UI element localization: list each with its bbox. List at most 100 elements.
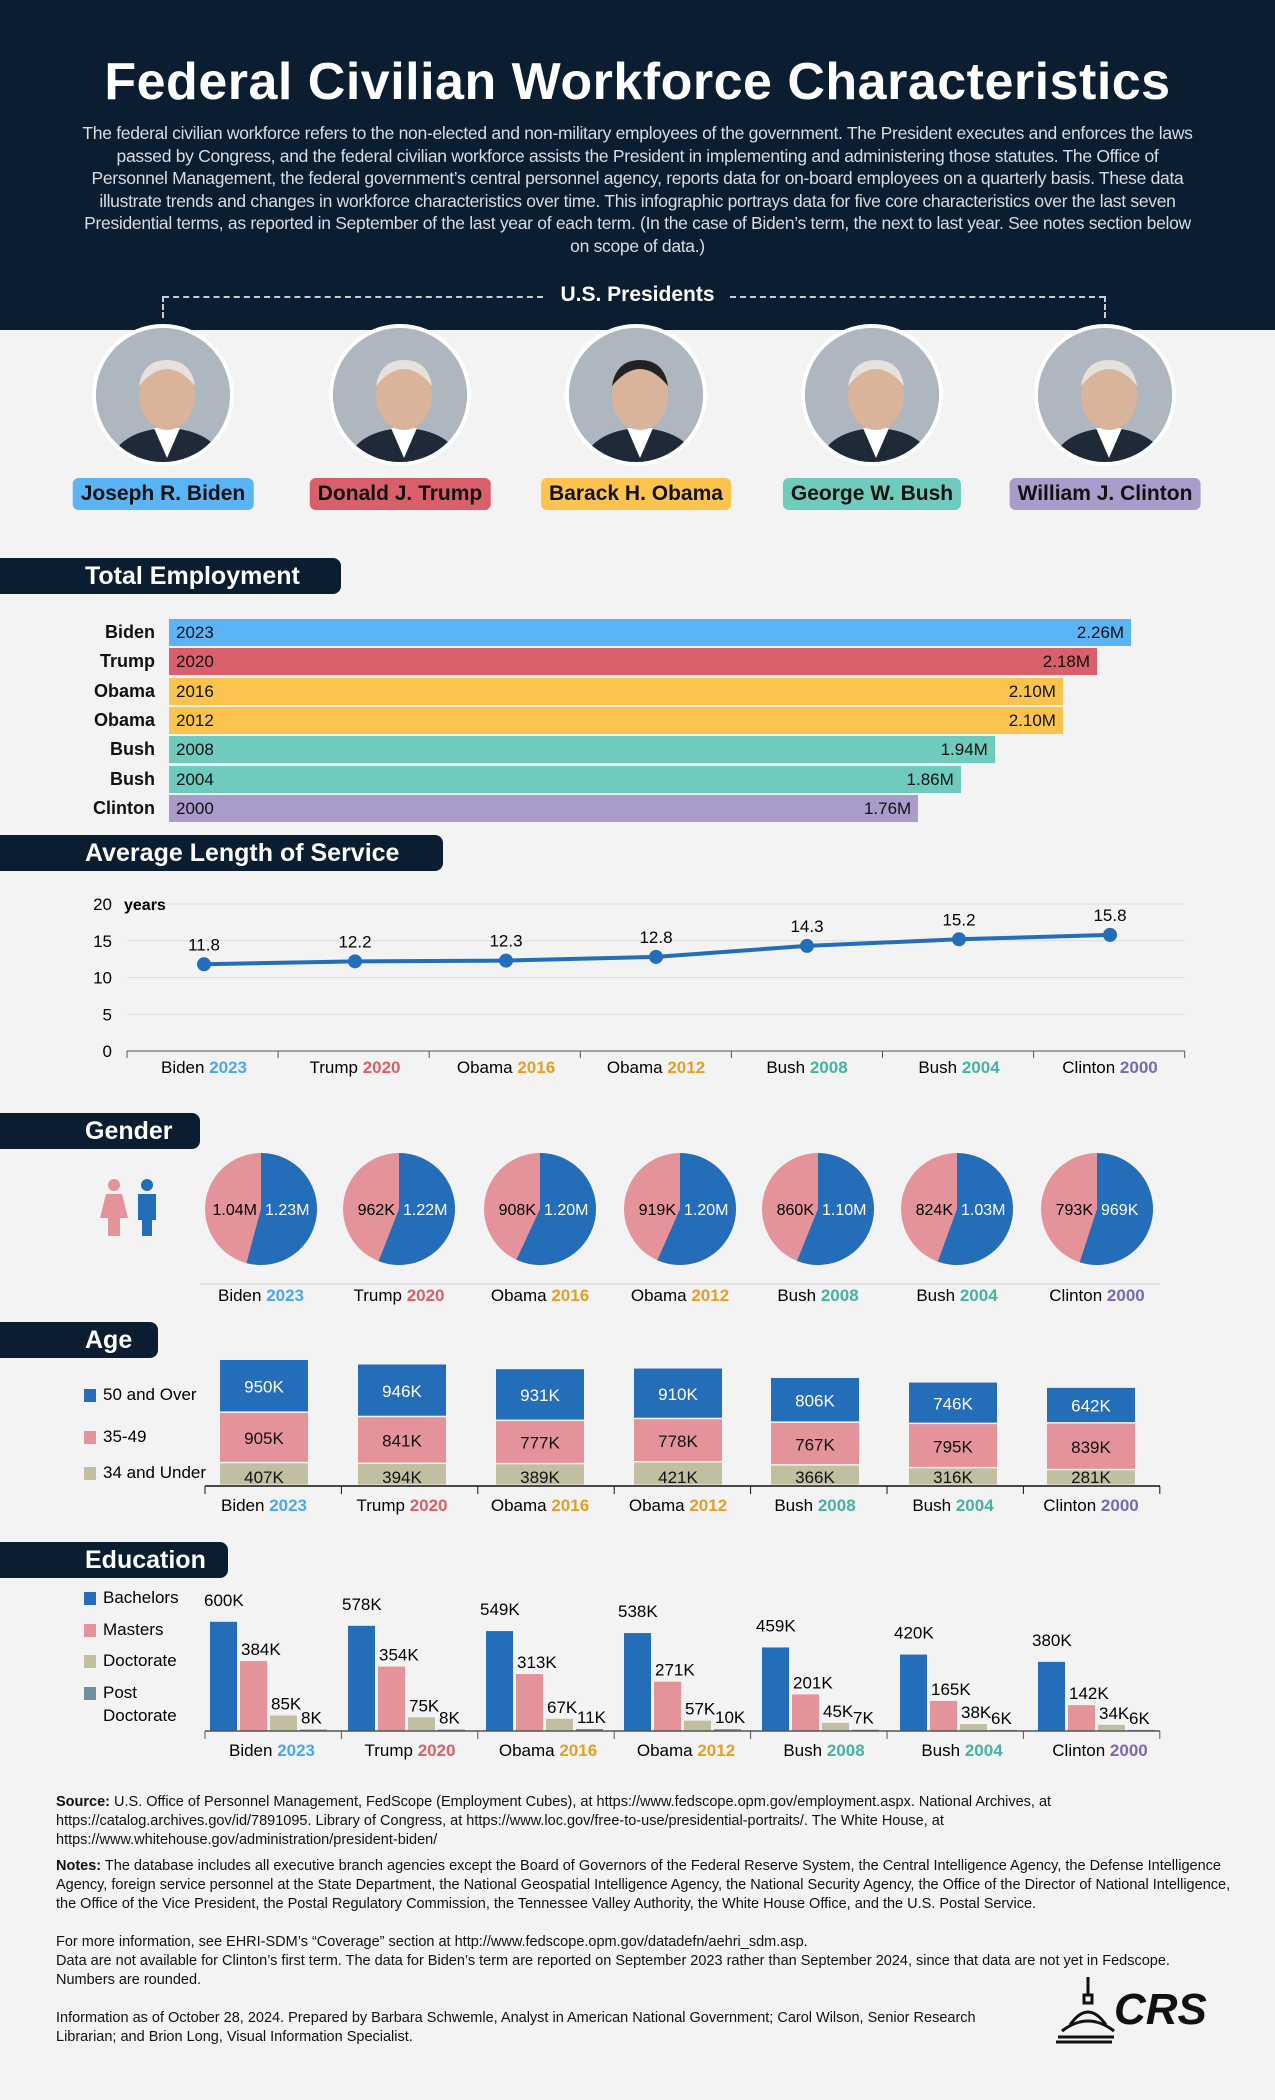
bar-value-label: 313K [517,1653,557,1672]
president-portrait [329,324,471,466]
category-label: Bush 2004 [916,1286,998,1305]
education-bar [624,1633,651,1731]
category-year: 2004 [960,1286,998,1305]
category-year: 2016 [551,1496,589,1515]
intro-paragraph: The federal civilian workforce refers to… [82,123,1193,256]
category-year: 2016 [551,1286,589,1305]
category-president: Bush [766,1058,809,1077]
education-chart: Bachelors Masters Doctorate Post Doctorate 60… [84,1588,1161,1760]
data-label: 12.2 [338,932,371,951]
category-president: Trump [353,1286,406,1305]
category-label: Clinton 2000 [1052,1741,1147,1760]
education-bar [516,1674,543,1731]
row-label-president: Clinton [93,798,155,818]
bar-value-label: 201K [793,1673,833,1692]
category-president: Obama [499,1741,559,1760]
data-label: 15.8 [1093,906,1126,925]
age-bar-segment [358,1364,446,1416]
bar-value-label: 271K [655,1661,695,1680]
pie-label-male: 1.10M [822,1202,866,1219]
category-label: Trump 2020 [364,1741,455,1760]
row-label-president: Obama [93,710,155,730]
category-president: Obama [631,1286,691,1305]
category-year: 2004 [956,1496,994,1515]
pie-slice-male [516,1153,597,1265]
data-point [499,953,513,968]
employment-bar: 2016 2.10M [169,678,1063,705]
category-president: Clinton [1043,1496,1101,1515]
legend-label: 34 and Under [103,1463,206,1482]
category-president: Biden [229,1741,277,1760]
legend-label: 35-49 [103,1427,146,1446]
category-label: Obama 2012 [607,1058,705,1077]
bar-year: 2000 [176,799,214,818]
pie-label-female: 1.04M [213,1202,257,1219]
data-point [348,954,362,969]
category-label: Obama 2016 [457,1058,555,1077]
pie-label-male: 1.03M [961,1202,1005,1219]
category-president: Trump [364,1741,417,1760]
category-president: Clinton [1062,1058,1120,1077]
age-chart: 50 and Over 35-49 34 and Under 407K 905K 950K… [84,1360,1161,1515]
data-point [1103,927,1117,942]
bar-year: 2020 [176,652,214,671]
education-bar [576,1728,603,1731]
category-label: Bush 2004 [912,1496,994,1515]
age-bar-segment [220,1360,308,1412]
pie-label-female: 824K [916,1202,954,1219]
education-bar [408,1717,435,1731]
bar-value-label: 354K [379,1646,419,1665]
president-portrait [801,324,943,466]
more-info: For more information, see EHRI-SDM’s “Co… [56,1934,808,1950]
section-title-total-employment: Total Employment [0,558,341,594]
male-icon-body [138,1194,156,1236]
bar-value-label: 75K [409,1696,440,1715]
education-bar [1068,1705,1095,1731]
category-president: Obama [491,1286,551,1305]
dashed-connector [730,296,1105,298]
bar-value-label: 8K [301,1709,322,1728]
education-bar [684,1720,711,1731]
dashed-connector [1104,296,1106,318]
dashed-connector [163,296,543,298]
category-label: Biden 2023 [161,1058,247,1077]
data-label: 12.8 [639,928,672,947]
segment-label: 905K [244,1429,284,1448]
category-label: Biden 2023 [218,1286,304,1305]
bar-value-label: 34K [1099,1704,1130,1723]
bar-value-label: 420K [894,1624,934,1643]
bar-value-label: 549K [480,1600,520,1619]
pie-label-male: 1.22M [403,1202,447,1219]
bar-value-label: 2.10M [1008,711,1056,730]
age-bar-segment [1047,1387,1135,1423]
category-label: Bush 2004 [921,1741,1003,1760]
category-label: Trump 2020 [309,1058,400,1077]
employment-bar: 2008 1.94M [169,736,995,763]
employment-bar: 2004 1.86M [169,766,961,793]
portrait-image [96,328,230,462]
category-label: Biden 2023 [229,1741,315,1760]
row-label-president: Bush [110,769,155,789]
data-label: 15.2 [942,910,975,929]
bar-value-label: 8K [439,1709,460,1728]
y-tick-label: 10 [93,969,112,988]
source-note: Source: U.S. Office of Personnel Managem… [56,1793,1226,1850]
category-year: 2016 [559,1741,597,1760]
employment-bar: 2012 2.10M [169,707,1063,734]
legend-label: Masters [103,1620,163,1639]
segment-label: 746K [933,1394,973,1413]
category-president: Clinton [1052,1741,1110,1760]
category-year: 2000 [1110,1741,1148,1760]
age-bar-segment [1047,1470,1135,1485]
bar-value-label: 67K [547,1698,578,1717]
education-bar [486,1631,513,1731]
bar-value-label: 57K [685,1700,716,1719]
pie-label-male: 969K [1101,1202,1139,1219]
crs-logo: CRS [1048,1975,1223,2045]
category-year: 2004 [965,1741,1003,1760]
segment-label: 806K [795,1391,835,1410]
education-bar [822,1722,849,1731]
category-president: Obama [457,1058,517,1077]
bar-value-label: 2.18M [1042,652,1091,671]
category-year: 2012 [691,1286,729,1305]
